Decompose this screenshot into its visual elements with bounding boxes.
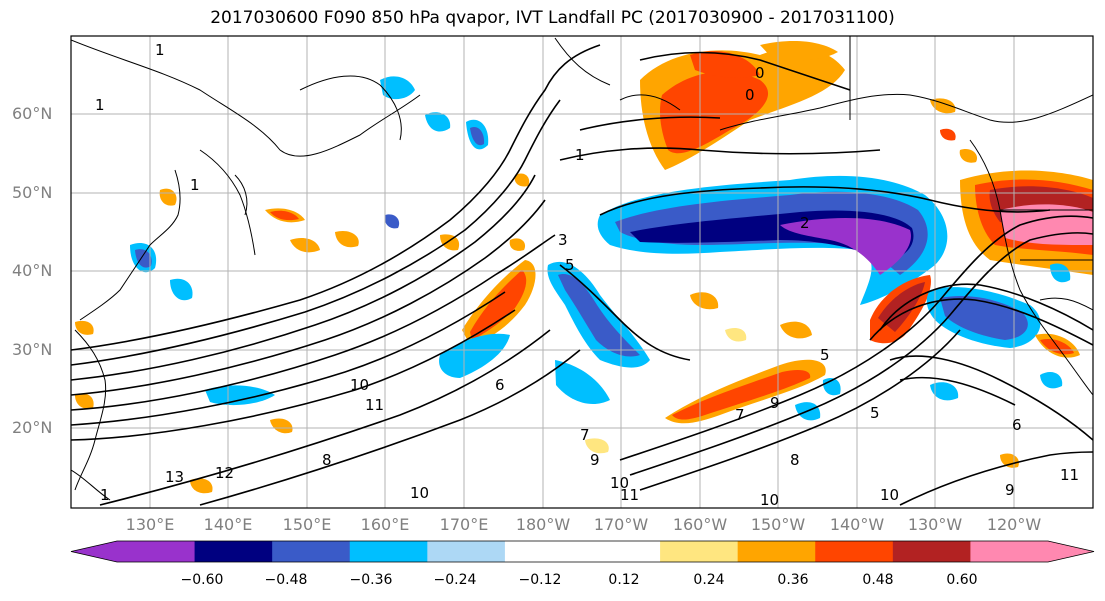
ivt-contours <box>71 44 1093 506</box>
lat-label-50n: 50°N <box>12 183 53 202</box>
lat-label-60n: 60°N <box>12 104 53 123</box>
colorbar-bin <box>660 541 739 562</box>
colorbar-tick-label: −0.12 <box>518 572 562 588</box>
contour-label: 7 <box>735 406 745 424</box>
contour-label: 0 <box>755 64 765 82</box>
lat-label-30n: 30°N <box>12 340 53 359</box>
colorbar-bin <box>504 541 583 562</box>
colorbar-bin <box>117 541 196 562</box>
lon-label: 170°E <box>439 515 489 534</box>
contour-label: 6 <box>495 376 505 394</box>
colorbar-tick-label: −0.48 <box>264 572 308 588</box>
contour-label: 9 <box>770 394 780 412</box>
colorbar-bin <box>737 541 816 562</box>
colorbar-bin <box>815 541 894 562</box>
colorbar <box>70 540 1095 563</box>
contour-label: 3 <box>558 231 568 249</box>
contour-label: 5 <box>870 404 880 422</box>
contour-label: 5 <box>565 256 575 274</box>
lon-label: 120°W <box>986 515 1042 534</box>
lon-label: 180°W <box>515 515 571 534</box>
contour-label: 11 <box>1060 466 1079 484</box>
colorbar-bin <box>272 541 351 562</box>
lon-label: 130°W <box>907 515 963 534</box>
lon-label: 150°E <box>282 515 332 534</box>
map-title: 2017030600 F090 850 hPa qvapor, IVT Land… <box>210 8 895 28</box>
contour-label: 11 <box>365 396 384 414</box>
colorbar-tick-label: −0.36 <box>349 572 393 588</box>
colorbar-bin <box>427 541 506 562</box>
graticule <box>71 36 1093 508</box>
lat-label-20n: 20°N <box>12 418 53 437</box>
contour-label: 8 <box>790 451 800 469</box>
contour-label: 10 <box>610 474 629 492</box>
colorbar-tick-label: 0.48 <box>862 572 894 588</box>
colorbar-tick-label: 0.24 <box>693 572 725 588</box>
contour-label: 1 <box>155 41 165 59</box>
contour-label: 13 <box>165 468 184 486</box>
map-plot-area: 1 1 1 0 0 1 2 3 5 5 6 7 8 9 10 10 10 11 … <box>71 36 1093 509</box>
colorbar-tick-label: −0.24 <box>433 572 477 588</box>
contour-label: 2 <box>800 214 810 232</box>
colorbar-tick-label: 0.12 <box>608 572 640 588</box>
contour-label: 9 <box>1005 481 1015 499</box>
colorbar-bin <box>194 541 273 562</box>
colorbar-bin <box>582 541 661 562</box>
colorbar-bin <box>970 541 1049 562</box>
contour-label: 11 <box>620 486 639 504</box>
plot-frame <box>70 35 1094 509</box>
lon-label: 160°W <box>672 515 728 534</box>
contour-labels: 1 1 1 0 0 1 2 3 5 5 6 7 8 9 10 10 10 11 … <box>95 41 1079 509</box>
contour-label: 10 <box>350 376 369 394</box>
colorbar-bin <box>349 541 428 562</box>
contour-label: 8 <box>322 451 332 469</box>
colorbar-outline <box>70 540 1095 563</box>
colorbar-extend-max <box>1048 541 1094 562</box>
contour-label: 10 <box>760 491 779 509</box>
contour-label: 1 <box>95 96 105 114</box>
contour-label: 9 <box>590 451 600 469</box>
colorbar-tick-label: 0.36 <box>777 572 809 588</box>
contour-label: 10 <box>880 486 899 504</box>
lon-label: 170°W <box>593 515 649 534</box>
lon-label: 140°W <box>829 515 885 534</box>
qvapor-shading <box>75 40 1093 494</box>
lon-label: 130°E <box>125 515 175 534</box>
contour-label: 0 <box>745 86 755 104</box>
contour-label: 1 <box>575 146 585 164</box>
colorbar-bin <box>892 541 971 562</box>
contour-label: 12 <box>215 464 234 482</box>
colorbar-tick-label: −0.60 <box>180 572 224 588</box>
contour-label: 10 <box>410 484 429 502</box>
contour-label: 7 <box>580 426 590 444</box>
colorbar-extend-min <box>71 541 117 562</box>
contour-label: 1 <box>100 486 110 504</box>
lat-label-40n: 40°N <box>12 261 53 280</box>
contour-label: 5 <box>820 346 830 364</box>
lon-label: 160°E <box>360 515 410 534</box>
contour-label: 6 <box>1012 416 1022 434</box>
colorbar-tick-label: 0.60 <box>946 572 978 588</box>
lon-label: 150°W <box>750 515 806 534</box>
lon-label: 140°E <box>203 515 253 534</box>
contour-label: 1 <box>190 176 200 194</box>
